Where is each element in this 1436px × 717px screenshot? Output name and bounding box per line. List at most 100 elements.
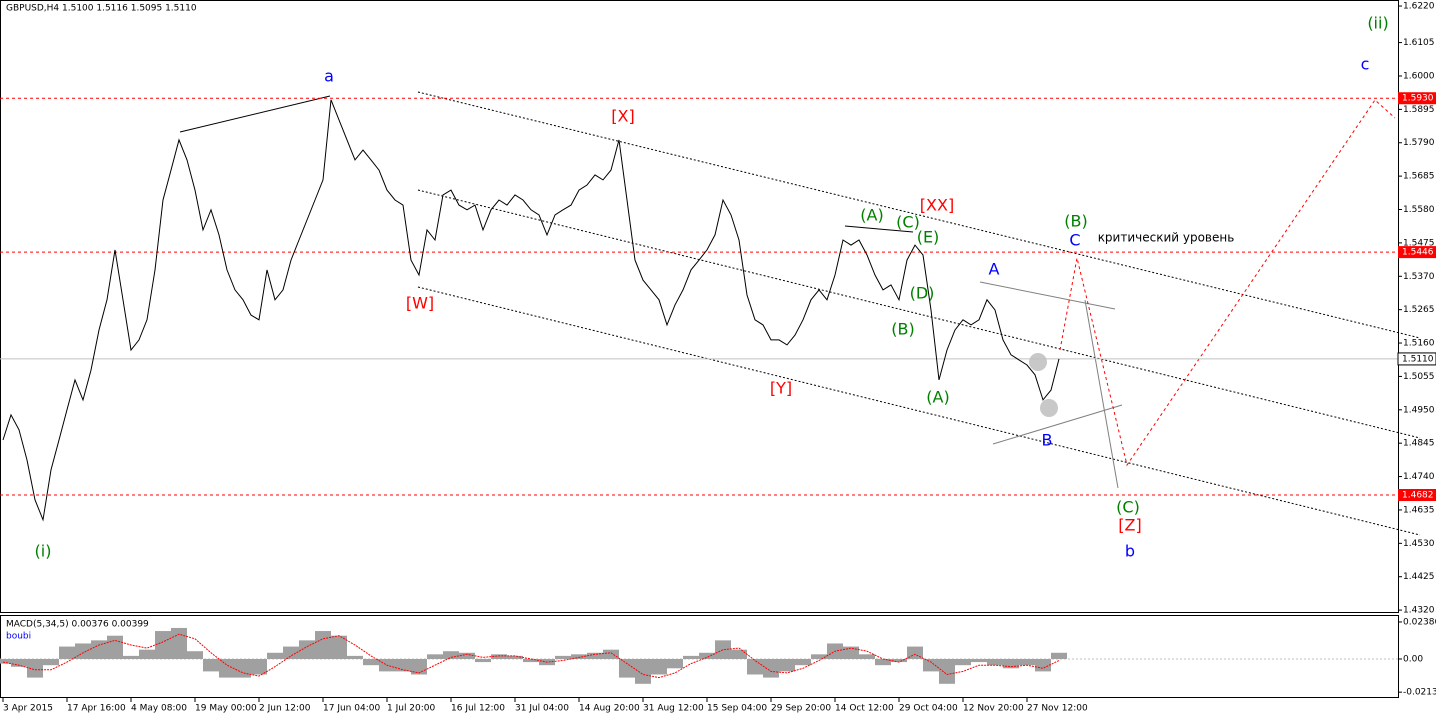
macd-bar bbox=[507, 655, 523, 659]
macd-bar bbox=[347, 655, 363, 659]
x-tick-label: 16 Jul 12:00 bbox=[451, 704, 505, 714]
signal-line bbox=[2, 633, 1060, 679]
macd-bar bbox=[875, 658, 891, 666]
macd-bar bbox=[123, 655, 139, 659]
projection-path bbox=[1059, 99, 1396, 467]
macd-bar bbox=[59, 646, 75, 659]
y-tick-label: 1.5580 bbox=[1403, 205, 1435, 215]
macd-bar bbox=[139, 649, 155, 659]
macd-bar bbox=[843, 646, 859, 659]
x-tick-label: 17 Apr 16:00 bbox=[67, 704, 126, 714]
macd-bar bbox=[283, 646, 299, 659]
wave-label: [XX] bbox=[920, 196, 954, 215]
level-label-box bbox=[1398, 489, 1436, 502]
wave-label: (B) bbox=[1064, 212, 1087, 231]
macd-bar bbox=[155, 631, 171, 659]
y-tick-label: 1.4845 bbox=[1403, 439, 1435, 449]
macd-bar bbox=[859, 654, 875, 659]
y-tick-label: 1.4530 bbox=[1403, 539, 1435, 549]
macd-bar bbox=[699, 652, 715, 659]
macd-bar bbox=[91, 640, 107, 659]
wave-label: (ii) bbox=[1367, 14, 1388, 33]
wave-label: A bbox=[989, 260, 1000, 279]
macd-bar bbox=[267, 652, 283, 659]
macd-bar bbox=[795, 658, 811, 666]
y-tick-label: 1.4635 bbox=[1403, 505, 1435, 515]
y-tick-label: 0.02386 bbox=[1403, 617, 1436, 627]
wave-label: B bbox=[1042, 431, 1053, 450]
y-tick-label: 1.5475 bbox=[1403, 238, 1435, 248]
y-tick-label: 1.5895 bbox=[1403, 105, 1435, 115]
wave-label: a bbox=[324, 67, 334, 86]
x-tick-label: 4 May 08:00 bbox=[131, 704, 187, 714]
y-tick-label: 1.5370 bbox=[1403, 272, 1435, 282]
gray-line bbox=[979, 281, 1116, 310]
macd-bar bbox=[715, 640, 731, 659]
y-tick-label: 1.5055 bbox=[1403, 372, 1435, 382]
macd-bar bbox=[635, 658, 651, 684]
triangle-lines bbox=[979, 281, 1123, 489]
macd-bar bbox=[43, 658, 59, 666]
macd-bar bbox=[587, 652, 603, 659]
macd-bar bbox=[443, 651, 459, 659]
wave-label: (A) bbox=[860, 206, 883, 225]
channel-lines bbox=[417, 91, 1421, 536]
gray-line bbox=[992, 404, 1123, 445]
macd-bar bbox=[811, 654, 827, 659]
channel-line bbox=[417, 286, 1421, 536]
macd-bar bbox=[779, 658, 795, 672]
price-line bbox=[2, 99, 1060, 522]
macd-bar bbox=[203, 658, 219, 672]
macd-bar bbox=[971, 658, 987, 663]
macd-bar bbox=[555, 655, 571, 659]
x-tick-label: 15 Sep 04:00 bbox=[707, 704, 767, 714]
macd-bar bbox=[683, 655, 699, 659]
macd-frame bbox=[0, 615, 1399, 698]
wave-label: (D) bbox=[910, 284, 935, 303]
x-tick-label: 3 Apr 2015 bbox=[3, 704, 53, 714]
macd-bar bbox=[331, 635, 347, 659]
wave-label: (C) bbox=[896, 213, 920, 232]
level-label: 1.4682 bbox=[1402, 491, 1434, 501]
macd-bar bbox=[763, 658, 779, 678]
x-tick-label: 2 Jun 12:00 bbox=[259, 704, 311, 714]
macd-bar bbox=[411, 658, 427, 675]
wave-label: c bbox=[1361, 55, 1370, 74]
macd-bar bbox=[571, 654, 587, 659]
macd-bar bbox=[523, 658, 539, 663]
macd-bar bbox=[363, 658, 379, 666]
x-tick-label: 31 Aug 12:00 bbox=[643, 704, 704, 714]
macd-bar bbox=[395, 658, 411, 672]
macd-bar bbox=[459, 652, 475, 659]
macd-bar bbox=[987, 658, 1003, 666]
y-tick-label: 0.00 bbox=[1403, 654, 1423, 664]
y-tick-label: 1.5265 bbox=[1403, 305, 1435, 315]
macd-bar bbox=[251, 658, 267, 675]
chart-title: GBPUSD,H4 1.5100 1.5116 1.5095 1.5110 bbox=[6, 4, 197, 14]
macd-bar bbox=[1051, 652, 1067, 659]
marker-circle bbox=[1040, 399, 1058, 417]
y-tick-label: 1.6105 bbox=[1403, 38, 1435, 48]
wave-label: C bbox=[1069, 231, 1080, 250]
y-tick-label: 1.5790 bbox=[1403, 138, 1435, 148]
x-tick-label: 17 Jun 04:00 bbox=[323, 704, 380, 714]
wave-label: (E) bbox=[917, 228, 940, 247]
wave-label: [W] bbox=[406, 294, 434, 313]
y-tick-label: 1.5160 bbox=[1403, 339, 1435, 349]
macd-bar bbox=[731, 649, 747, 659]
macd-bar bbox=[939, 658, 955, 684]
level-label-box bbox=[1398, 92, 1436, 105]
wave-line bbox=[844, 225, 914, 233]
macd-bar bbox=[667, 658, 683, 669]
y-tick-label: 1.6000 bbox=[1403, 71, 1435, 81]
y-tick-label: -0.02138 bbox=[1403, 688, 1436, 698]
current-price-box bbox=[1397, 352, 1436, 366]
macd-bar bbox=[747, 658, 763, 675]
x-tick-label: 1 Jul 20:00 bbox=[387, 704, 436, 714]
y-tick-label: 1.4425 bbox=[1403, 572, 1435, 582]
wave-label: критический уровень bbox=[1098, 231, 1235, 245]
y-tick-label: 1.4950 bbox=[1403, 405, 1435, 415]
wave-line bbox=[179, 95, 331, 133]
macd-bar bbox=[491, 654, 507, 659]
